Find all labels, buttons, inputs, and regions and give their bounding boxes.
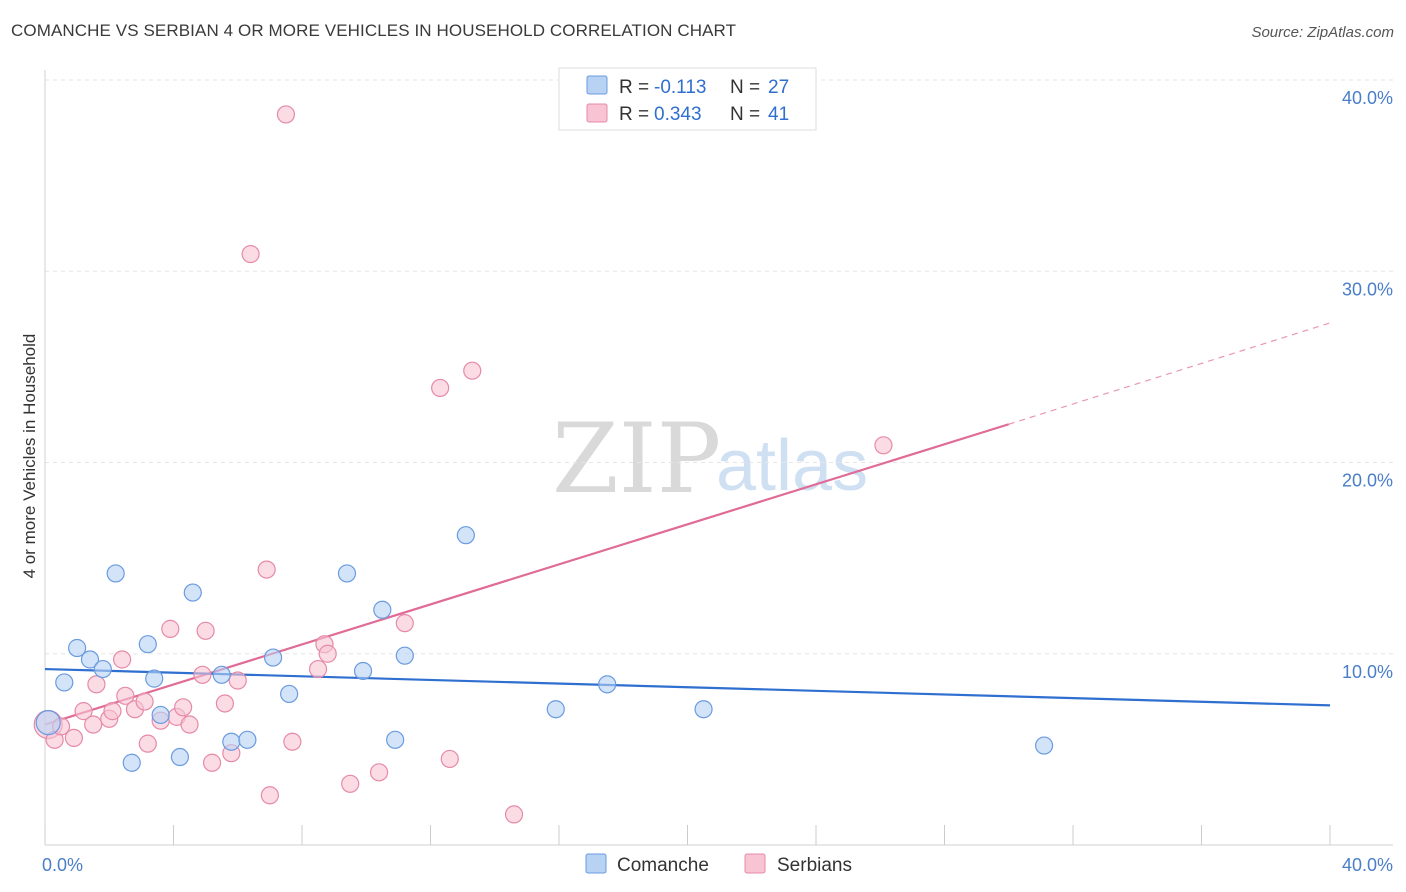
comanche-point-20 xyxy=(386,730,405,749)
legend-n-value-comanche: 27 xyxy=(768,77,789,98)
x-tick-labels: 0.0% 40.0% xyxy=(42,855,1393,875)
series-comanche-points xyxy=(35,526,1054,772)
serbians-point-9 xyxy=(112,650,132,669)
x-tick-label-0: 0.0% xyxy=(42,855,83,875)
comanche-point-24 xyxy=(598,675,617,694)
bottom-legend-swatch-comanche xyxy=(585,853,607,874)
serbians-point-36 xyxy=(431,378,450,398)
comanche-point-2 xyxy=(68,638,87,658)
trend-line-serbians-extension xyxy=(1008,322,1331,425)
serbians-point-20 xyxy=(196,621,215,640)
serbians-point-39 xyxy=(504,805,524,824)
bottom-legend-label-comanche: Comanche xyxy=(617,855,709,876)
y-tick-label-3: 40.0% xyxy=(1342,88,1393,108)
comanche-point-11 xyxy=(183,583,202,602)
comanche-point-9 xyxy=(151,705,170,725)
bottom-legend-label-serbians: Serbians xyxy=(777,855,852,876)
serbians-point-5 xyxy=(84,715,103,734)
legend-r-value-comanche: -0.113 xyxy=(654,77,706,98)
serbians-point-6 xyxy=(87,675,106,694)
serbians-point-32 xyxy=(318,644,337,663)
comanche-point-26 xyxy=(1034,736,1054,755)
serbians-point-19 xyxy=(193,665,212,684)
comanche-point-4 xyxy=(93,659,112,679)
legend-swatch-comanche xyxy=(586,75,608,95)
serbians-point-24 xyxy=(228,671,247,690)
comanche-point-3 xyxy=(80,650,100,669)
serbians-point-27 xyxy=(260,786,279,805)
serbians-point-15 xyxy=(161,619,180,638)
serbians-point-21 xyxy=(202,753,222,772)
comanche-point-6 xyxy=(122,753,141,772)
legend-n-label-serbians: N = xyxy=(730,104,760,125)
comanche-point-25 xyxy=(694,700,713,719)
serbians-point-8 xyxy=(103,702,122,721)
legend-n-label-comanche: N = xyxy=(730,77,760,98)
comanche-point-15 xyxy=(263,648,283,667)
y-tick-label-2: 30.0% xyxy=(1342,279,1393,299)
trend-line-comanche xyxy=(44,667,1331,707)
comanche-point-19 xyxy=(373,600,392,619)
legend-r-label-serbians: R = xyxy=(619,104,649,125)
serbians-point-35 xyxy=(395,614,414,633)
legend-r-label-comanche: R = xyxy=(619,77,649,98)
serbians-point-13 xyxy=(138,734,157,753)
comanche-point-16 xyxy=(280,684,299,704)
serbians-point-10 xyxy=(116,686,135,705)
comanche-point-10 xyxy=(170,747,190,767)
y-axis-label: 4 or more Vehicles in Household xyxy=(20,334,39,579)
trend-lines xyxy=(44,322,1331,726)
serbians-point-4 xyxy=(74,702,93,721)
comanche-point-1 xyxy=(55,673,74,692)
comanche-point-8 xyxy=(145,669,164,688)
serbians-point-30 xyxy=(308,659,328,679)
serbians-point-37 xyxy=(440,749,459,769)
chart-title: COMANCHE VS SERBIAN 4 OR MORE VEHICLES I… xyxy=(11,21,737,40)
serbians-point-38 xyxy=(463,361,482,380)
comanche-point-23 xyxy=(546,700,565,719)
legend-r-value-serbians: 0.343 xyxy=(654,104,702,125)
source-credit: Source: ZipAtlas.com xyxy=(1251,24,1394,41)
comanche-point-7 xyxy=(138,635,157,654)
serbians-point-29 xyxy=(283,732,302,751)
serbians-point-25 xyxy=(241,244,260,264)
comanche-point-17 xyxy=(337,564,357,583)
watermark-zip: ZIP xyxy=(552,403,721,515)
trend-line-serbians xyxy=(44,423,1010,726)
serbians-point-40 xyxy=(874,436,893,455)
x-tick-label-1: 40.0% xyxy=(1342,855,1393,875)
stats-legend: R = -0.113 N = 27 R = 0.343 N = 41 xyxy=(558,67,817,131)
comanche-point-5 xyxy=(106,564,125,583)
y-tick-label-0: 10.0% xyxy=(1342,662,1393,682)
y-tick-labels: 10.0% 20.0% 30.0% 40.0% xyxy=(1342,88,1393,682)
comanche-point-21 xyxy=(395,646,414,665)
serbians-point-3 xyxy=(64,728,84,748)
watermark-atlas: atlas xyxy=(716,426,868,506)
serbians-point-28 xyxy=(276,105,296,124)
comanche-point-13 xyxy=(222,732,241,751)
series-legend: Comanche Serbians xyxy=(585,853,852,876)
comanche-point-0 xyxy=(35,709,61,736)
serbians-point-33 xyxy=(341,774,360,793)
serbians-point-18 xyxy=(180,715,199,734)
serbians-point-34 xyxy=(370,763,389,782)
serbians-point-17 xyxy=(174,698,193,717)
bottom-legend-swatch-serbians xyxy=(744,853,766,874)
comanche-point-14 xyxy=(238,730,257,749)
axes xyxy=(44,70,1393,846)
serbians-point-22 xyxy=(215,694,234,713)
serbians-point-26 xyxy=(257,560,276,579)
legend-n-value-serbians: 41 xyxy=(768,104,789,125)
comanche-point-18 xyxy=(353,661,373,681)
y-tick-label-1: 20.0% xyxy=(1342,471,1393,491)
comanche-point-22 xyxy=(456,526,475,545)
watermark: ZIP atlas xyxy=(552,403,868,515)
serbians-point-12 xyxy=(135,692,154,711)
comanche-point-12 xyxy=(212,665,231,684)
legend-swatch-serbians xyxy=(586,103,608,123)
